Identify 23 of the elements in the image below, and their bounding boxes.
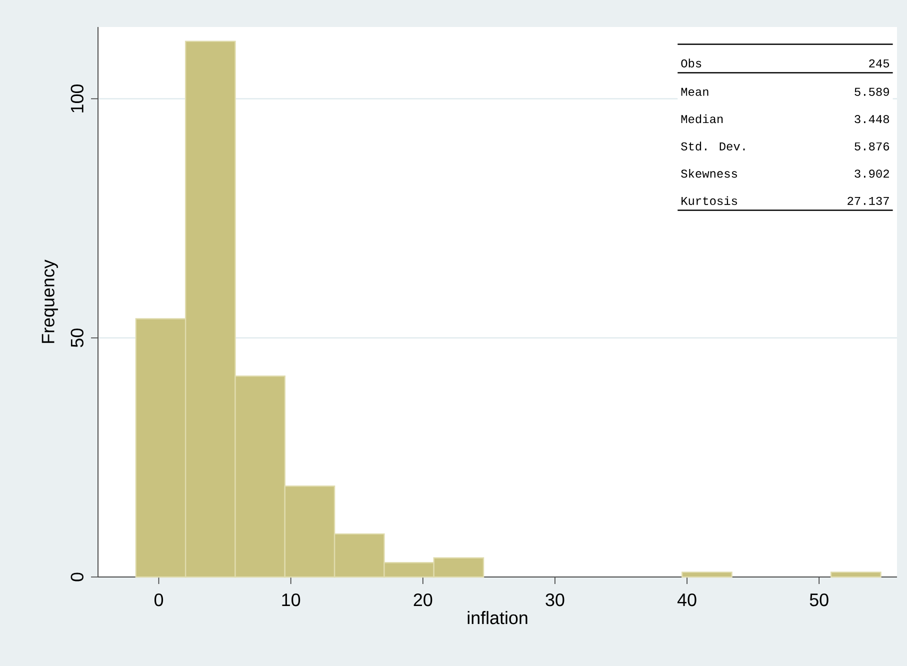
annotation: 3.448: [854, 115, 890, 124]
x-tick-label: 0: [154, 593, 164, 606]
y-axis-title: Frequency: [42, 260, 58, 343]
annotation: Std. Dev.: [681, 142, 745, 150]
annotation: 5.589: [854, 88, 889, 96]
x-tick-label: 30: [546, 593, 564, 606]
x-tick-label: 10: [282, 593, 300, 606]
annotation: 3.902: [854, 170, 889, 178]
x-tick-label: 40: [677, 593, 696, 606]
y-tick-label: 50: [70, 328, 84, 348]
annotation: 245: [869, 59, 890, 68]
annotation: Obs: [681, 58, 702, 68]
x-axis-title: inflation: [468, 611, 528, 624]
annotation: Median: [681, 114, 723, 124]
annotation: Mean: [681, 88, 708, 96]
annotation: 27.137: [848, 196, 889, 205]
x-tick-label: 20: [414, 593, 432, 606]
annotation: 5.876: [854, 142, 890, 150]
y-tick-label: 100: [70, 84, 84, 112]
y-tick-label: 0: [70, 572, 84, 582]
annotation: Skewness: [681, 168, 738, 178]
x-tick-label: 50: [810, 593, 828, 606]
annotation: Kurtosis: [682, 196, 738, 205]
